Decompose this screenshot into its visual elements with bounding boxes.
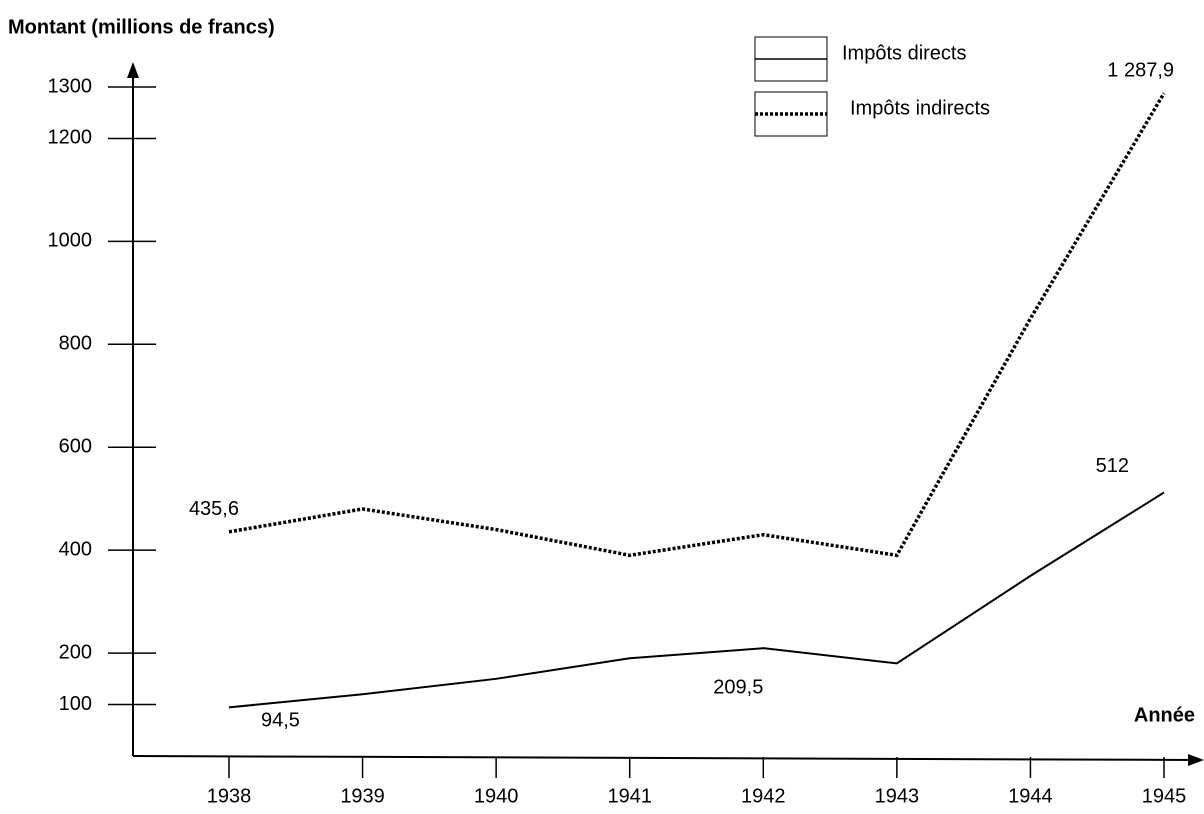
value-label: 94,5 <box>261 710 300 732</box>
y-tick-label: 100 <box>59 693 92 715</box>
y-tick-label: 600 <box>59 436 92 458</box>
legend-label: Impôts directs <box>842 42 966 64</box>
y-axis-label: Montant (millions de francs) <box>8 16 275 38</box>
x-tick-label: 1945 <box>1142 785 1187 807</box>
x-tick-label: 1941 <box>607 785 652 807</box>
legend-label: Impôts indirects <box>850 97 990 119</box>
x-tick-label: 1939 <box>340 785 385 807</box>
x-tick-label: 1940 <box>474 785 519 807</box>
y-tick-label: 1200 <box>48 127 93 149</box>
series-line <box>228 491 1165 709</box>
y-tick-label: 200 <box>59 641 92 663</box>
value-label: 512 <box>1096 455 1129 477</box>
x-arrow <box>1188 754 1204 766</box>
x-tick-label: 1938 <box>207 785 252 807</box>
value-label: 435,6 <box>189 498 239 520</box>
x-axis <box>132 755 1197 761</box>
y-arrow <box>127 62 139 78</box>
series-line <box>228 92 1166 558</box>
y-tick-label: 800 <box>59 333 92 355</box>
x-tick-label: 1942 <box>741 785 786 807</box>
x-tick-label: 1943 <box>875 785 920 807</box>
value-label: 1 287,9 <box>1107 60 1174 82</box>
y-tick-label: 400 <box>59 538 92 560</box>
y-tick-label: 1300 <box>48 75 93 97</box>
x-axis-label: Année <box>1134 704 1195 726</box>
y-tick-label: 1000 <box>48 230 93 252</box>
value-label: 209,5 <box>713 676 763 698</box>
x-tick-label: 1944 <box>1008 785 1053 807</box>
